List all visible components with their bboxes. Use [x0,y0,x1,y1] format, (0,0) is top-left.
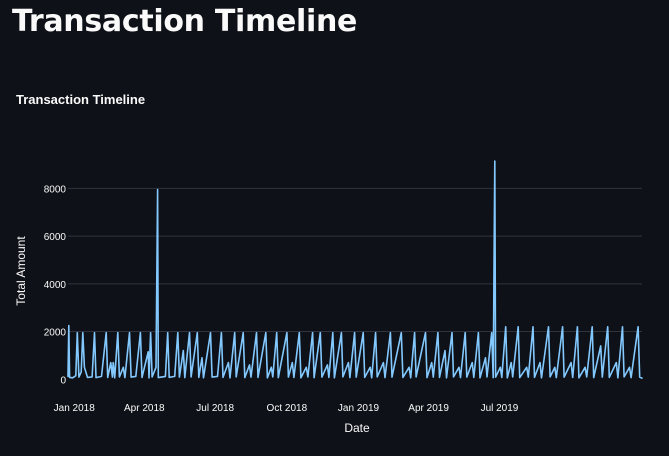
y-tick-label-0: 0 [60,375,66,386]
x-tick-label-2: Jul 2018 [196,403,234,414]
y-tick-label-2000: 2000 [44,328,67,339]
x-axis-ticks: Jan 2018 Apr 2018 Jul 2018 Oct 2018 Jan 2019… [54,403,519,414]
chart-title: Transaction Timeline [16,92,145,107]
x-tick-label-1: Apr 2018 [124,403,165,414]
y-tick-label-4000: 4000 [44,280,67,291]
x-tick-label-0: Jan 2018 [54,403,96,414]
page-title: Transaction Timeline [12,4,358,39]
series-group [67,160,643,379]
series-line-0 [67,160,643,379]
x-tick-label-4: Jan 2019 [338,403,380,414]
y-axis-label: Total Amount [14,236,28,306]
y-tick-label-6000: 6000 [44,232,67,243]
x-tick-label-5: Apr 2019 [408,403,449,414]
grid-lines [68,187,642,333]
y-axis-ticks: 0 2000 4000 6000 8000 [44,184,67,386]
x-tick-label-6: Jul 2019 [481,403,519,414]
x-tick-label-3: Oct 2018 [267,403,308,414]
x-axis-label: Date [344,421,370,435]
y-tick-label-8000: 8000 [44,184,67,195]
